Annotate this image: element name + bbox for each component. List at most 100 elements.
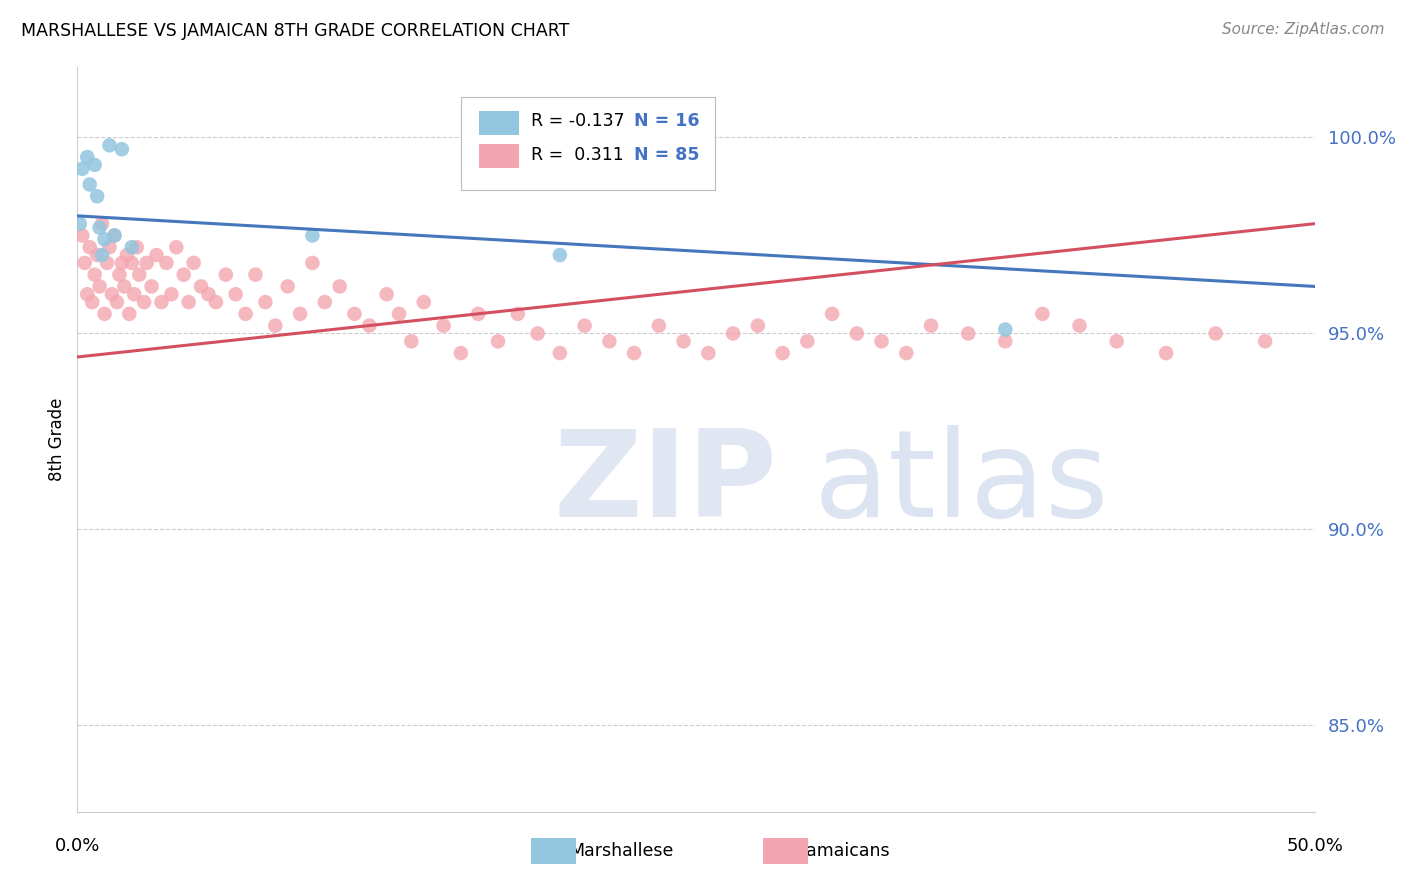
- Jamaicans: [526, 326, 548, 341]
- Jamaicans: [772, 346, 794, 360]
- Marshallese: [301, 228, 323, 243]
- Text: Source: ZipAtlas.com: Source: ZipAtlas.com: [1222, 22, 1385, 37]
- Jamaicans: [89, 279, 111, 293]
- Jamaicans: [747, 318, 769, 333]
- Marshallese: [93, 232, 115, 246]
- Jamaicans: [957, 326, 980, 341]
- Marshallese: [79, 178, 101, 192]
- Marshallese: [121, 240, 143, 254]
- Text: Marshallese: Marshallese: [569, 842, 673, 860]
- Jamaicans: [160, 287, 183, 301]
- Jamaicans: [672, 334, 695, 349]
- Jamaicans: [1205, 326, 1227, 341]
- Jamaicans: [329, 279, 352, 293]
- Jamaicans: [205, 295, 228, 310]
- FancyBboxPatch shape: [479, 145, 519, 169]
- Jamaicans: [173, 268, 195, 282]
- FancyBboxPatch shape: [461, 96, 714, 190]
- Text: 50.0%: 50.0%: [1286, 837, 1343, 855]
- Jamaicans: [225, 287, 247, 301]
- Jamaicans: [190, 279, 212, 293]
- Jamaicans: [450, 346, 472, 360]
- Marshallese: [89, 220, 111, 235]
- Jamaicans: [506, 307, 529, 321]
- Jamaicans: [548, 346, 571, 360]
- Text: MARSHALLESE VS JAMAICAN 8TH GRADE CORRELATION CHART: MARSHALLESE VS JAMAICAN 8TH GRADE CORREL…: [21, 22, 569, 40]
- Jamaicans: [467, 307, 489, 321]
- Text: ZIP: ZIP: [554, 425, 778, 542]
- Y-axis label: 8th Grade: 8th Grade: [48, 398, 66, 481]
- Jamaicans: [134, 295, 156, 310]
- Jamaicans: [177, 295, 200, 310]
- Text: N = 16: N = 16: [634, 112, 700, 130]
- Jamaicans: [648, 318, 671, 333]
- Jamaicans: [235, 307, 257, 321]
- Jamaicans: [301, 256, 323, 270]
- Jamaicans: [125, 240, 148, 254]
- Jamaicans: [122, 287, 145, 301]
- Marshallese: [548, 248, 571, 262]
- Text: R = -0.137: R = -0.137: [531, 112, 626, 130]
- Marshallese: [72, 161, 94, 176]
- Jamaicans: [920, 318, 942, 333]
- Jamaicans: [135, 256, 157, 270]
- Jamaicans: [155, 256, 177, 270]
- Jamaicans: [111, 256, 134, 270]
- Jamaicans: [245, 268, 267, 282]
- Jamaicans: [432, 318, 454, 333]
- Jamaicans: [73, 256, 96, 270]
- Jamaicans: [254, 295, 277, 310]
- Jamaicans: [288, 307, 311, 321]
- Jamaicans: [98, 240, 121, 254]
- Jamaicans: [165, 240, 187, 254]
- Jamaicans: [112, 279, 135, 293]
- FancyBboxPatch shape: [479, 111, 519, 135]
- Jamaicans: [141, 279, 163, 293]
- Marshallese: [76, 150, 98, 164]
- Jamaicans: [103, 228, 125, 243]
- Jamaicans: [314, 295, 336, 310]
- Jamaicans: [1105, 334, 1128, 349]
- Jamaicans: [821, 307, 844, 321]
- Text: atlas: atlas: [814, 425, 1109, 542]
- Jamaicans: [412, 295, 434, 310]
- Marshallese: [98, 138, 121, 153]
- Jamaicans: [277, 279, 299, 293]
- Jamaicans: [343, 307, 366, 321]
- Jamaicans: [108, 268, 131, 282]
- Text: N = 85: N = 85: [634, 145, 700, 164]
- Jamaicans: [145, 248, 167, 262]
- Jamaicans: [375, 287, 398, 301]
- Jamaicans: [1154, 346, 1177, 360]
- Jamaicans: [697, 346, 720, 360]
- Jamaicans: [83, 268, 105, 282]
- Jamaicans: [486, 334, 509, 349]
- Jamaicans: [896, 346, 918, 360]
- Jamaicans: [721, 326, 744, 341]
- Jamaicans: [72, 228, 94, 243]
- Marshallese: [111, 142, 134, 156]
- Jamaicans: [197, 287, 219, 301]
- Jamaicans: [96, 256, 118, 270]
- Text: Jamaicans: Jamaicans: [801, 842, 890, 860]
- Jamaicans: [994, 334, 1017, 349]
- Jamaicans: [93, 307, 115, 321]
- Jamaicans: [86, 248, 108, 262]
- Jamaicans: [598, 334, 620, 349]
- Jamaicans: [1069, 318, 1091, 333]
- Jamaicans: [574, 318, 596, 333]
- Marshallese: [86, 189, 108, 203]
- Jamaicans: [101, 287, 124, 301]
- Jamaicans: [118, 307, 141, 321]
- Text: 0.0%: 0.0%: [55, 837, 100, 855]
- Jamaicans: [76, 287, 98, 301]
- Jamaicans: [150, 295, 173, 310]
- Jamaicans: [82, 295, 104, 310]
- Jamaicans: [388, 307, 411, 321]
- Jamaicans: [1254, 334, 1277, 349]
- Marshallese: [994, 322, 1017, 336]
- Jamaicans: [845, 326, 868, 341]
- Jamaicans: [91, 217, 114, 231]
- Jamaicans: [183, 256, 205, 270]
- Jamaicans: [1031, 307, 1053, 321]
